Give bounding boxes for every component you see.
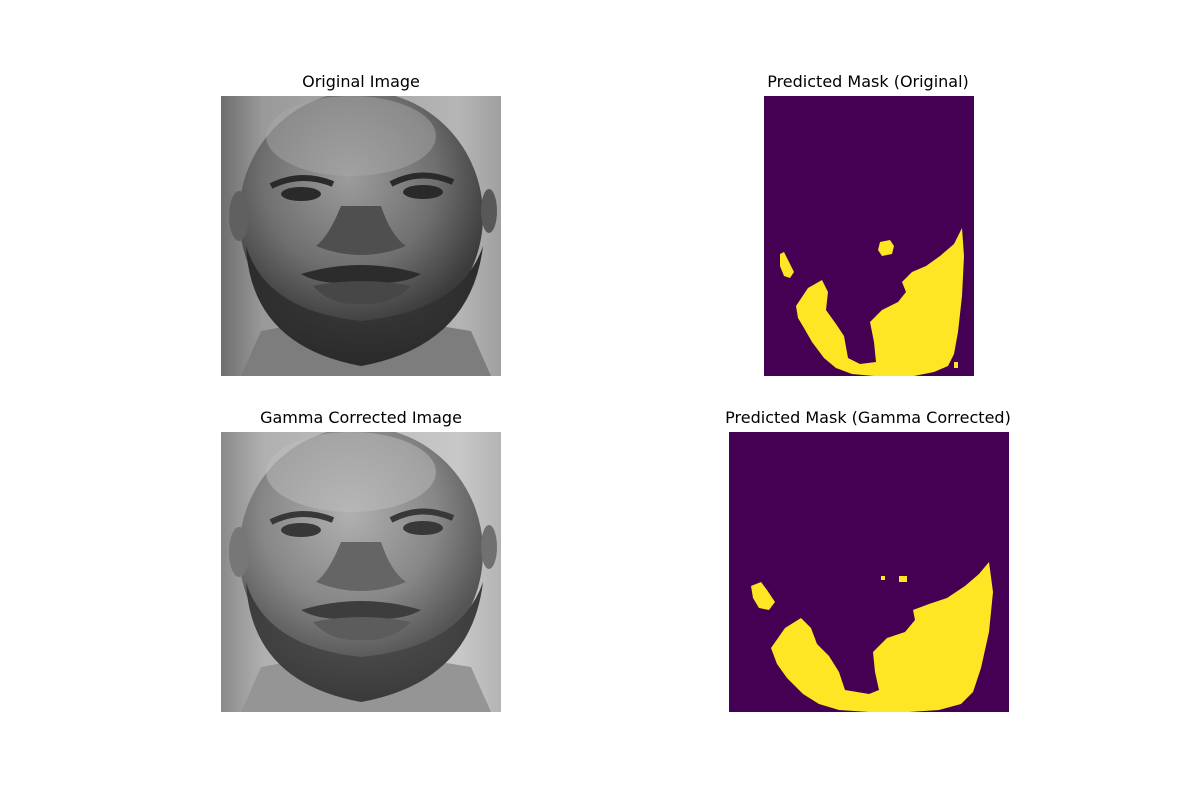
mask-original <box>764 96 974 376</box>
original-image <box>221 96 501 376</box>
mask-region <box>771 562 993 712</box>
panel-title-original-image: Original Image <box>302 72 420 91</box>
mask-region <box>751 582 775 610</box>
mask-gamma <box>729 432 1009 712</box>
mask-region <box>796 228 964 376</box>
gamma-corrected-image <box>221 432 501 712</box>
panel-title-predicted-mask-original: Predicted Mask (Original) <box>767 72 969 91</box>
mask-region <box>780 252 794 278</box>
panel-title-predicted-mask-gamma: Predicted Mask (Gamma Corrected) <box>725 408 1011 427</box>
panel-title-gamma-corrected-image: Gamma Corrected Image <box>260 408 462 427</box>
mask-region <box>899 576 907 582</box>
predicted-mask-gamma <box>729 432 1009 712</box>
mask-region <box>954 362 958 368</box>
face-photo-original <box>221 96 501 376</box>
predicted-mask-original <box>764 96 974 376</box>
mask-region <box>881 576 885 580</box>
face-photo-gamma <box>221 432 501 712</box>
mask-region <box>878 240 894 256</box>
